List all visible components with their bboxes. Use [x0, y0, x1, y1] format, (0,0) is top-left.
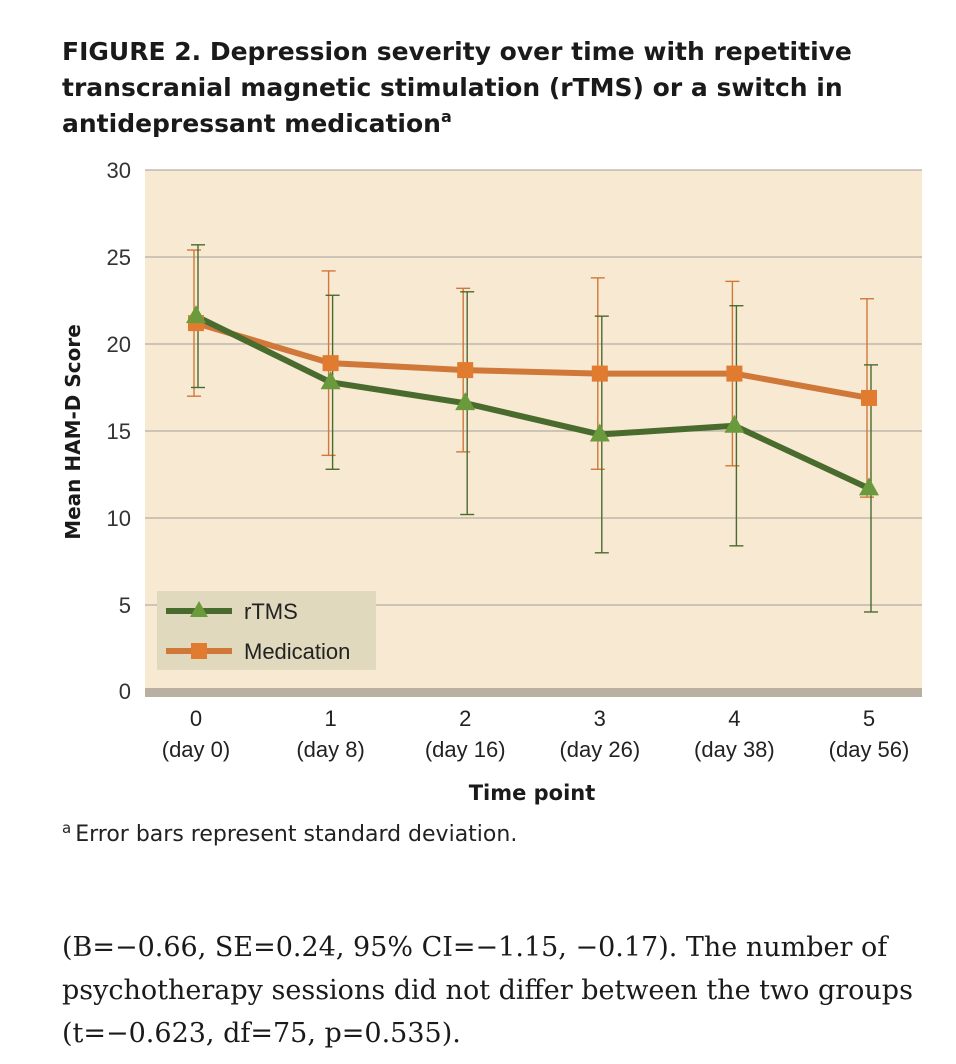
data-point-medication	[861, 389, 877, 406]
x-tick-sublabel: (day 56)	[829, 737, 910, 762]
data-point-rtms	[589, 423, 610, 442]
figure-footnote: a Error bars represent standard deviation…	[62, 819, 518, 848]
figure-title-text: FIGURE 2. Depression severity over time …	[62, 37, 852, 138]
x-tick-label: 0	[190, 706, 202, 731]
body-line-2: psychotherapy sessions did not differ be…	[62, 975, 913, 1006]
data-point-rtms	[455, 392, 476, 411]
y-tick-label: 10	[107, 506, 131, 531]
x-axis-bar	[145, 688, 922, 697]
legend-label-medication: Medication	[244, 639, 350, 664]
y-tick-label: 30	[107, 158, 131, 183]
body-line-1: (B=−0.66, SE=0.24, 95% CI=−1.15, −0.17).…	[62, 932, 888, 963]
body-line-3: (t=−0.623, df=75, p=0.535).	[62, 1018, 461, 1049]
figure-title: FIGURE 2. Depression severity over time …	[62, 34, 922, 142]
data-point-medication	[591, 365, 608, 382]
data-point-medication	[457, 362, 474, 379]
legend-marker-medication	[191, 643, 207, 659]
x-tick-label: 2	[459, 706, 471, 731]
footnote-marker: a	[62, 819, 72, 837]
y-tick-label: 15	[107, 419, 131, 444]
x-tick-sublabel: (day 26)	[559, 737, 640, 762]
data-point-medication	[322, 355, 339, 372]
y-tick-label: 0	[119, 679, 131, 704]
x-tick-label: 3	[594, 706, 606, 731]
series-line-medication	[193, 320, 872, 401]
data-point-rtms	[724, 414, 745, 433]
x-tick-label: 1	[324, 706, 336, 731]
y-axis-label: Mean HAM-D Score	[61, 324, 85, 540]
series-markers	[186, 305, 879, 496]
x-tick-sublabel: (day 16)	[425, 737, 506, 762]
x-tick-sublabel: (day 0)	[162, 737, 230, 762]
data-point-rtms	[186, 305, 206, 324]
series-line-rtms	[193, 313, 872, 492]
x-axis-label: Time point	[469, 781, 596, 805]
body-paragraph: (B=−0.66, SE=0.24, 95% CI=−1.15, −0.17).…	[62, 926, 932, 1055]
y-tick-label: 5	[119, 593, 131, 618]
series-lines	[193, 313, 872, 492]
y-tick-label: 25	[107, 245, 131, 270]
x-tick-sublabel: (day 8)	[296, 737, 364, 762]
y-tick-labels: 0 5 10 15 20 25 30	[107, 158, 131, 704]
x-tick-labels: 0 (day 0) 1 (day 8) 2 (day 16) 3 (day 26) 4 (day …	[162, 706, 910, 762]
x-tick-label: 4	[728, 706, 740, 731]
y-tick-label: 20	[107, 332, 131, 357]
figure-title-superscript: a	[440, 107, 452, 126]
x-tick-label: 5	[863, 706, 875, 731]
data-point-rtms	[320, 371, 341, 390]
x-tick-sublabel: (day 38)	[694, 737, 775, 762]
footnote-text: Error bars represent standard deviation.	[75, 822, 518, 847]
line-chart: 0 5 10 15 20 25 30 0 (day 0) 1 (day 8) 2 (day 16) 3 (…	[61, 158, 922, 805]
legend-marker-rtms	[190, 601, 208, 617]
legend: rTMS Medication	[157, 591, 376, 670]
data-point-medication	[726, 365, 743, 382]
data-point-rtms	[859, 477, 879, 496]
legend-label-rtms: rTMS	[244, 599, 298, 624]
